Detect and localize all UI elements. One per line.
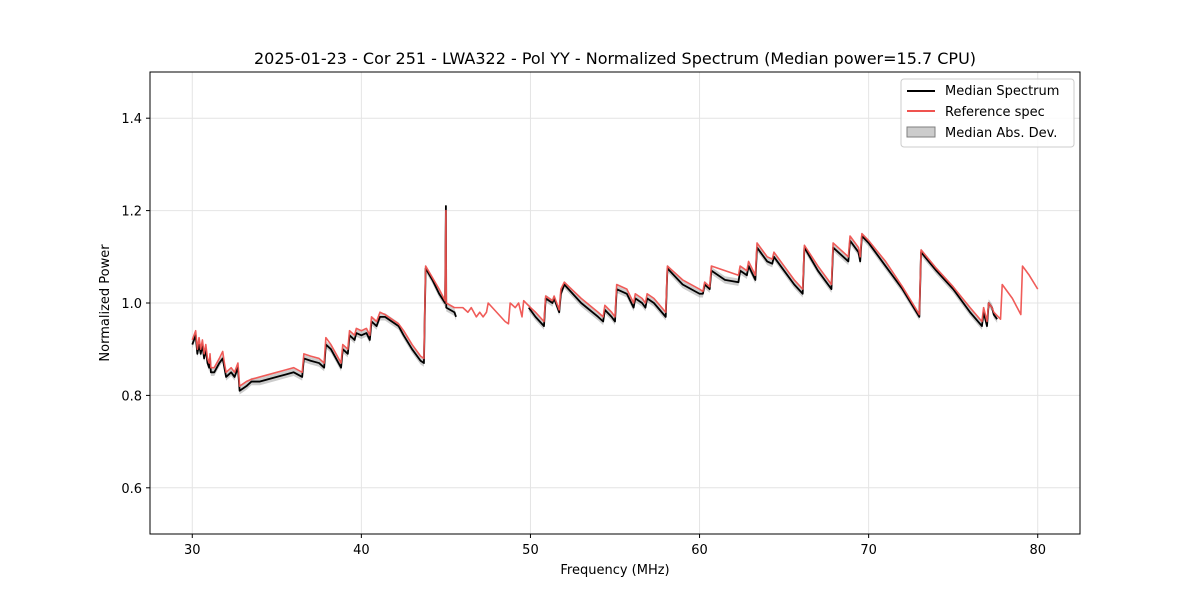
- reference-spectrum-line: [191, 209, 1039, 387]
- x-tick-label: 30: [184, 543, 201, 558]
- ticks: 30 40 50 60 70 80 0.6 0.8 1.0 1.2 1.4: [121, 112, 1046, 558]
- legend-box: [900, 78, 1075, 148]
- x-tick-label: 40: [353, 543, 370, 558]
- legend: Median Spectrum Reference spec Median Ab…: [900, 78, 1075, 148]
- y-axis-label: Normalized Power: [98, 244, 113, 362]
- series-layer: [191, 205, 1039, 392]
- legend-median-label: Median Spectrum: [945, 84, 1059, 99]
- x-tick-label: 70: [860, 543, 877, 558]
- legend-reference-label: Reference spec: [945, 105, 1045, 120]
- y-tick-label: 0.8: [121, 389, 142, 404]
- x-tick-label: 80: [1029, 543, 1046, 558]
- y-tick-label: 0.6: [121, 482, 142, 497]
- legend-mad-label: Median Abs. Dev.: [945, 126, 1057, 141]
- x-tick-label: 50: [522, 543, 539, 558]
- legend-mad-swatch: [906, 126, 936, 138]
- y-tick-label: 1.0: [121, 297, 142, 312]
- x-axis-label: Frequency (MHz): [560, 563, 669, 578]
- y-tick-label: 1.2: [121, 205, 142, 220]
- chart-title: 2025-01-23 - Cor 251 - LWA322 - Pol YY -…: [254, 49, 976, 68]
- x-tick-label: 60: [691, 543, 708, 558]
- median-spectrum-line: [528, 235, 998, 328]
- y-tick-label: 1.4: [121, 112, 142, 127]
